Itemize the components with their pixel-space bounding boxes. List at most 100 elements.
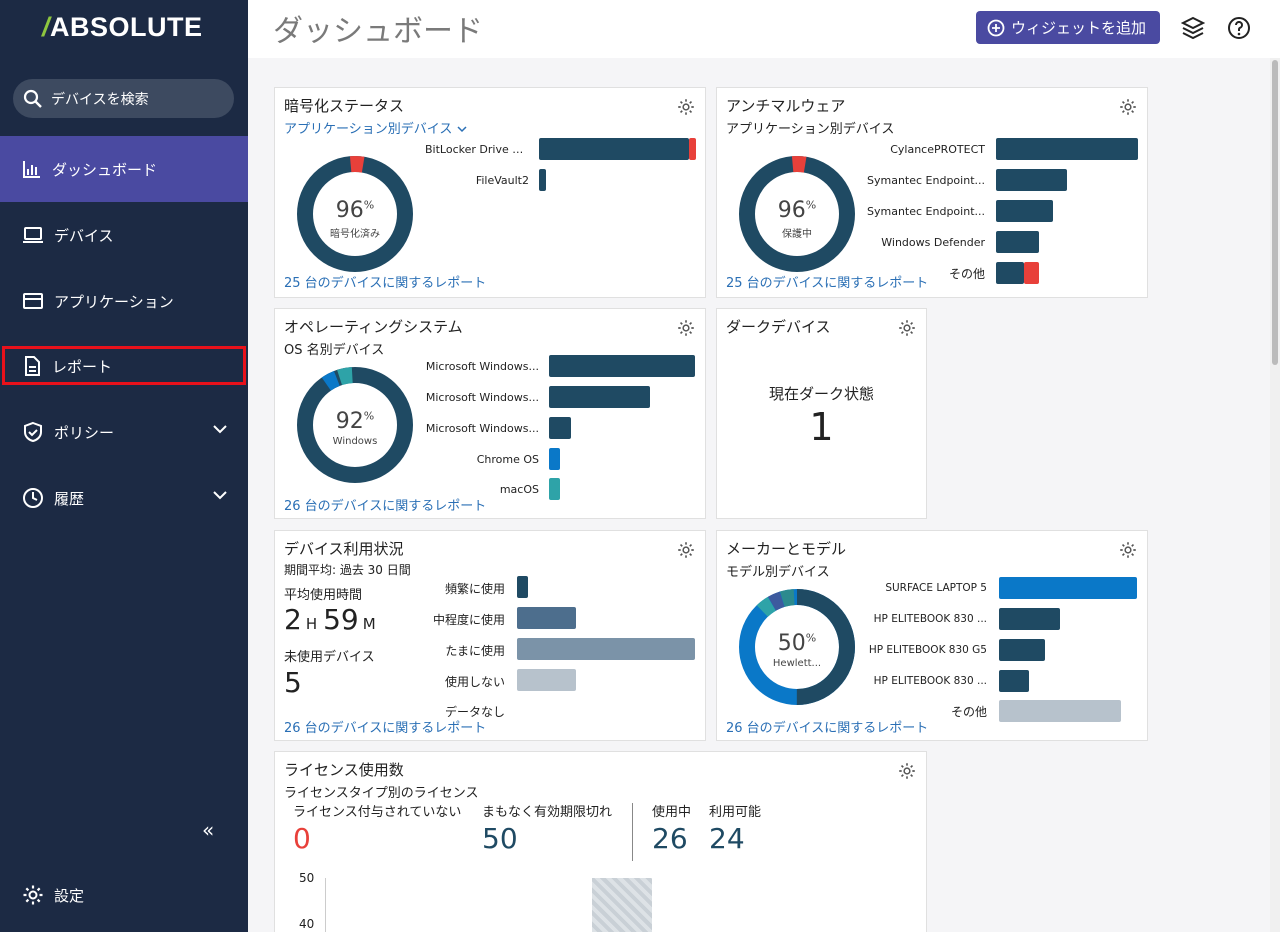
- bar-label: HP ELITEBOOK 830 ...: [873, 613, 987, 625]
- bar-label: Microsoft Windows...: [425, 391, 539, 404]
- bar-bitlocker[interactable]: [539, 138, 689, 160]
- bar-label: Microsoft Windows...: [425, 360, 539, 373]
- stat-value-expiring[interactable]: 50: [482, 822, 518, 855]
- bar-surface[interactable]: [999, 577, 1137, 599]
- bar-symantec-2[interactable]: [996, 200, 1053, 222]
- gear-icon[interactable]: [1119, 98, 1137, 116]
- widget-subtitle: アプリケーション別デバイス: [726, 122, 895, 137]
- bar-cylance[interactable]: [996, 138, 1138, 160]
- help-icon[interactable]: [1227, 16, 1251, 40]
- gear-icon[interactable]: [677, 98, 695, 116]
- bar-other-error[interactable]: [1024, 262, 1039, 284]
- bar-moderate[interactable]: [517, 607, 576, 629]
- bar-hp-1[interactable]: [999, 608, 1060, 630]
- bar-other[interactable]: [996, 262, 1024, 284]
- scrollbar-track[interactable]: [1270, 58, 1280, 932]
- bar-symantec-1[interactable]: [996, 169, 1067, 191]
- absolute-logo[interactable]: /ABSOLUTE: [42, 12, 203, 42]
- donut-chart: [297, 156, 413, 272]
- report-link[interactable]: 25 台のデバイスに関するレポート: [726, 276, 929, 291]
- chevron-down-icon[interactable]: [212, 421, 228, 437]
- report-link[interactable]: 26 台のデバイスに関するレポート: [726, 721, 929, 736]
- dark-devices-widget: ダークデバイス 現在ダーク状態 1: [716, 308, 927, 519]
- bar-label: Symantec Endpoint...: [867, 174, 985, 187]
- bar-os-3[interactable]: [549, 417, 571, 439]
- stat-value-available[interactable]: 24: [709, 822, 745, 855]
- stat-divider: [632, 803, 633, 861]
- os-donut[interactable]: 92% Windows: [295, 365, 415, 485]
- encryption-donut[interactable]: 96% 暗号化済み: [295, 154, 415, 274]
- scrollbar-thumb[interactable]: [1272, 60, 1278, 365]
- bar-label: 中程度に使用: [432, 613, 505, 627]
- shield-icon: [24, 421, 42, 443]
- avg-usage-label: 平均使用時間: [284, 588, 363, 603]
- document-icon: [25, 356, 40, 376]
- sidebar-item-settings[interactable]: 設定: [22, 884, 84, 906]
- bar-os-1[interactable]: [549, 355, 695, 377]
- gear-icon[interactable]: [1119, 541, 1137, 559]
- antimalware-donut[interactable]: 96% 保護中: [737, 154, 857, 274]
- gear-icon[interactable]: [898, 319, 916, 337]
- sidebar-item-applications[interactable]: アプリケーション: [0, 268, 248, 334]
- settings-label: 設定: [54, 886, 85, 905]
- report-link[interactable]: 25 台のデバイスに関するレポート: [284, 276, 487, 291]
- percent-value: 50%: [777, 631, 817, 656]
- percent-value: 96%: [777, 198, 817, 223]
- clock-icon: [23, 488, 43, 508]
- collapse-sidebar-button[interactable]: «: [202, 818, 215, 842]
- widget-subtitle-dropdown[interactable]: アプリケーション別デバイス: [284, 118, 467, 137]
- bar-hp-3[interactable]: [999, 670, 1029, 692]
- device-search-input[interactable]: デバイスを検索: [13, 79, 234, 118]
- widget-title: アンチマルウェア: [726, 97, 846, 115]
- bar-hp-g5[interactable]: [999, 639, 1045, 661]
- report-link[interactable]: 26 台のデバイスに関するレポート: [284, 499, 487, 514]
- gear-icon[interactable]: [677, 541, 695, 559]
- expiring-license-bar[interactable]: [592, 878, 652, 932]
- add-widget-label: ウィジェットを追加: [1011, 19, 1147, 37]
- report-link[interactable]: 26 台のデバイスに関するレポート: [284, 721, 487, 736]
- bar-occasional[interactable]: [517, 638, 695, 660]
- bar-defender[interactable]: [996, 231, 1039, 253]
- widget-title: オペレーティングシステム: [284, 318, 463, 336]
- gear-icon[interactable]: [898, 762, 916, 780]
- plus-circle-icon: [987, 19, 1005, 36]
- bar-chart-icon: [23, 161, 40, 178]
- stat-label: ライセンス付与されていない: [293, 805, 462, 820]
- encryption-widget: 暗号化ステータス アプリケーション別デバイス 96% 暗号化済み BitLock…: [274, 87, 706, 298]
- bar-filevault[interactable]: [539, 169, 546, 191]
- donut-caption: Hewlett...: [772, 658, 822, 669]
- add-widget-button[interactable]: ウィジェットを追加: [976, 11, 1160, 44]
- bar-macos[interactable]: [549, 478, 560, 500]
- unused-devices-value[interactable]: 5: [284, 666, 302, 699]
- gear-icon[interactable]: [677, 319, 695, 337]
- sidebar-item-dashboard[interactable]: ダッシュボード: [0, 136, 248, 202]
- bar-bitlocker-error[interactable]: [689, 138, 696, 160]
- sidebar-item-policies[interactable]: ポリシー: [0, 399, 248, 465]
- stat-value-unlicensed[interactable]: 0: [293, 822, 311, 855]
- stat-value-in-use[interactable]: 26: [652, 822, 688, 855]
- os-widget: オペレーティングシステム OS 名別デバイス 92% Windows Micro…: [274, 308, 706, 519]
- bar-chrome-os[interactable]: [549, 448, 560, 470]
- sidebar-item-reports[interactable]: レポート: [0, 333, 248, 399]
- sidebar-item-history[interactable]: 履歴: [0, 465, 248, 531]
- dark-device-count[interactable]: 1: [809, 405, 834, 449]
- chevron-down-icon: [456, 126, 467, 133]
- bar-os-2[interactable]: [549, 386, 650, 408]
- sidebar-item-label: 履歴: [54, 489, 85, 508]
- bar-frequent[interactable]: [517, 576, 528, 598]
- layers-icon[interactable]: [1181, 16, 1205, 40]
- widget-subtitle: ライセンスタイプ別のライセンス: [284, 786, 479, 801]
- sidebar-item-devices[interactable]: デバイス: [0, 202, 248, 268]
- percent-value: 92%: [335, 409, 375, 434]
- bar-unused[interactable]: [517, 669, 576, 691]
- bar-label: SURFACE LAPTOP 5: [885, 582, 987, 594]
- search-icon: [23, 89, 42, 108]
- bar-label: HP ELITEBOOK 830 ...: [873, 675, 987, 687]
- bar-other[interactable]: [999, 700, 1121, 722]
- chevron-down-icon[interactable]: [212, 487, 228, 503]
- maker-donut[interactable]: 50% Hewlett...: [737, 587, 857, 707]
- widget-subtitle: モデル別デバイス: [726, 565, 830, 580]
- donut-chart: [739, 589, 855, 705]
- search-placeholder: デバイスを検索: [51, 91, 149, 108]
- bar-label: FileVault2: [475, 174, 529, 187]
